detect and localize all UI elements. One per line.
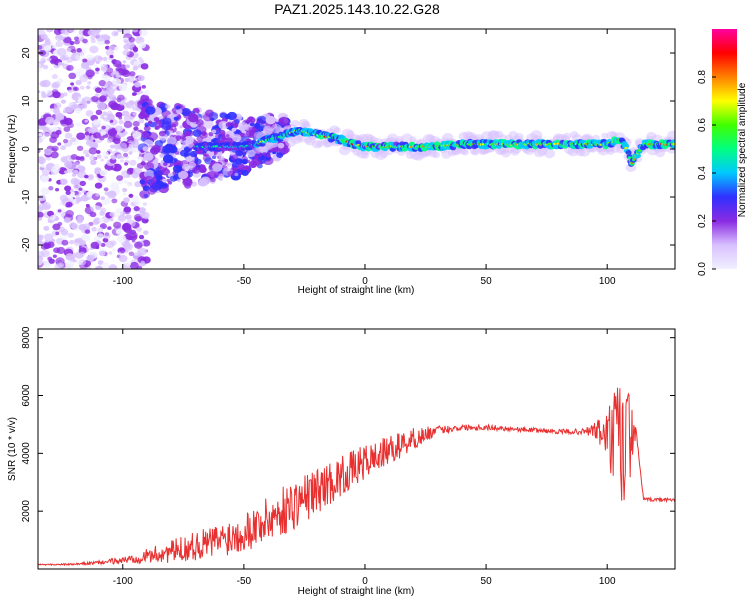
snr-y-axis: 2000 4000 6000 8000 bbox=[21, 326, 675, 522]
snr-y-label: SNR (10 * v/v) bbox=[7, 417, 18, 481]
snr-y-tick-label: 8000 bbox=[21, 326, 32, 349]
snr-frame bbox=[37, 328, 676, 570]
snr-x-tick-label: 100 bbox=[599, 576, 616, 587]
colorbar-tick-label: 0.0 bbox=[697, 262, 708, 276]
snr-series-line bbox=[38, 387, 675, 567]
spectrogram-y-tick-label: 0 bbox=[21, 146, 32, 152]
colorbar-label: Normalized spectral amplitude bbox=[737, 82, 748, 217]
spectrogram-y-axis: -20 -10 0 10 20 bbox=[21, 47, 675, 252]
spectrogram-y-tick-label: 10 bbox=[21, 95, 32, 107]
spectrogram-y-tick-label: -10 bbox=[21, 189, 32, 204]
spectrogram-x-axis: -100 -50 0 50 100 bbox=[113, 29, 616, 287]
colorbar-tick-label: 0.6 bbox=[697, 118, 708, 132]
colorbar-gradient bbox=[712, 29, 737, 269]
colorbar-tick-label: 0.8 bbox=[697, 70, 708, 84]
snr-y-tick-label: 2000 bbox=[21, 500, 32, 523]
spectrogram-x-tick-label: 0 bbox=[362, 276, 368, 287]
spectrogram-heatmap bbox=[38, 29, 675, 269]
spectrogram-y-tick-label: 20 bbox=[21, 47, 32, 59]
snr-x-tick-label: 0 bbox=[362, 576, 368, 587]
snr-panel: -100 -50 0 50 100 2000 4000 6000 8000 Height of… bbox=[7, 326, 676, 597]
spectrogram-y-label: Frequency (Hz) bbox=[7, 115, 18, 184]
colorbar-ticks: 0.0 0.2 0.4 0.6 0.8 bbox=[697, 70, 716, 276]
snr-x-tick-label: -50 bbox=[237, 576, 252, 587]
snr-y-tick-label: 4000 bbox=[21, 442, 32, 465]
spectrogram-x-label: Height of straight line (km) bbox=[298, 285, 415, 296]
spectrogram-y-tick-label: -20 bbox=[21, 237, 32, 252]
figure-title: PAZ1.2025.143.10.22.G28 bbox=[274, 1, 440, 17]
spectrogram-x-tick-label: -50 bbox=[237, 276, 252, 287]
snr-x-tick-label: -100 bbox=[113, 576, 133, 587]
colorbar: 0.0 0.2 0.4 0.6 0.8 Normalized spectral ampl… bbox=[697, 29, 748, 276]
snr-x-label: Height of straight line (km) bbox=[298, 586, 415, 597]
spectrogram-x-tick-label: 100 bbox=[599, 276, 616, 287]
spectrogram-x-tick-label: -100 bbox=[113, 276, 133, 287]
snr-y-tick-label: 6000 bbox=[21, 384, 32, 407]
colorbar-tick-label: 0.2 bbox=[697, 214, 708, 228]
snr-x-axis: -100 -50 0 50 100 bbox=[113, 329, 616, 587]
colorbar-tick-label: 0.4 bbox=[697, 166, 708, 180]
spectrogram-x-tick-label: 50 bbox=[481, 276, 493, 287]
snr-x-tick-label: 50 bbox=[481, 576, 493, 587]
